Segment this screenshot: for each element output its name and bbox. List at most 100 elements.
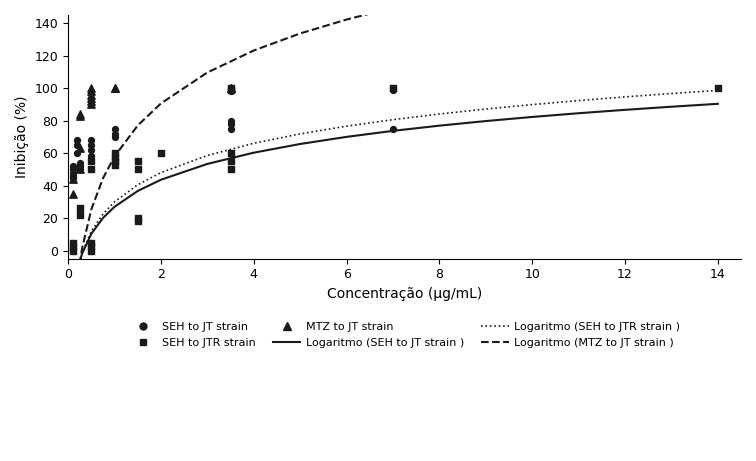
- Legend: SEH to JT strain, SEH to JTR strain, MTZ to JT strain, Logaritmo (SEH to JT stra: SEH to JT strain, SEH to JTR strain, MTZ…: [125, 318, 685, 352]
- SEH to JTR strain: [85, 158, 98, 165]
- Logaritmo (MTZ to JT strain ): [249, 48, 259, 53]
- SEH to JTR strain: [67, 244, 79, 251]
- SEH to JT strain: [109, 130, 121, 137]
- Logaritmo (MTZ to JT strain ): [296, 31, 305, 36]
- SEH to JTR strain: [109, 154, 121, 162]
- SEH to JT strain: [225, 125, 237, 132]
- MTZ to JT strain: [73, 111, 85, 118]
- SEH to JTR strain: [225, 86, 237, 94]
- SEH to JT strain: [67, 162, 79, 170]
- MTZ to JT strain: [109, 84, 121, 92]
- Logaritmo (SEH to JT strain ): [667, 104, 676, 109]
- SEH to JT strain: [67, 165, 79, 173]
- MTZ to JT strain: [73, 112, 85, 119]
- Logaritmo (SEH to JTR strain ): [713, 88, 722, 93]
- SEH to JT strain: [85, 153, 98, 160]
- SEH to JT strain: [85, 136, 98, 144]
- Logaritmo (MTZ to JT strain ): [133, 123, 142, 128]
- Logaritmo (SEH to JT strain ): [156, 177, 166, 183]
- SEH to JTR strain: [67, 247, 79, 254]
- Logaritmo (SEH to JTR strain ): [73, 267, 82, 272]
- SEH to JT strain: [67, 169, 79, 176]
- SEH to JTR strain: [67, 239, 79, 246]
- Logaritmo (SEH to JT strain ): [621, 107, 630, 112]
- SEH to JT strain: [109, 133, 121, 141]
- MTZ to JT strain: [225, 84, 237, 92]
- SEH to JTR strain: [225, 158, 237, 165]
- Logaritmo (SEH to JTR strain ): [203, 153, 212, 158]
- SEH to JTR strain: [85, 239, 98, 246]
- SEH to JTR strain: [109, 149, 121, 157]
- SEH to JTR strain: [132, 218, 144, 225]
- Logaritmo (SEH to JTR strain ): [249, 141, 259, 146]
- SEH to JT strain: [73, 162, 85, 170]
- SEH to JTR strain: [387, 84, 399, 92]
- SEH to JT strain: [85, 142, 98, 149]
- MTZ to JT strain: [73, 165, 85, 173]
- SEH to JT strain: [85, 146, 98, 154]
- MTZ to JT strain: [67, 176, 79, 183]
- Logaritmo (SEH to JTR strain ): [342, 124, 351, 129]
- Logaritmo (SEH to JT strain ): [66, 321, 75, 326]
- SEH to JT strain: [73, 165, 85, 173]
- SEH to JTR strain: [132, 214, 144, 222]
- Logaritmo (SEH to JT strain ): [133, 188, 142, 194]
- MTZ to JT strain: [109, 84, 121, 92]
- MTZ to JT strain: [73, 145, 85, 152]
- SEH to JTR strain: [132, 165, 144, 173]
- Logaritmo (SEH to JTR strain ): [110, 199, 119, 205]
- Logaritmo (SEH to JTR strain ): [156, 170, 166, 175]
- SEH to JT strain: [67, 172, 79, 180]
- Logaritmo (SEH to JT strain ): [528, 114, 537, 120]
- Logaritmo (SEH to JTR strain ): [621, 94, 630, 100]
- Logaritmo (MTZ to JT strain ): [87, 207, 96, 212]
- SEH to JT strain: [71, 142, 83, 149]
- SEH to JTR strain: [73, 205, 85, 212]
- Logaritmo (MTZ to JT strain ): [73, 277, 82, 282]
- Line: Logaritmo (SEH to JTR strain ): Logaritmo (SEH to JTR strain ): [70, 90, 717, 328]
- Logaritmo (MTZ to JT strain ): [66, 383, 75, 388]
- SEH to JTR strain: [73, 211, 85, 219]
- Logaritmo (SEH to JT strain ): [435, 123, 444, 129]
- SEH to JT strain: [71, 149, 83, 157]
- SEH to JT strain: [225, 88, 237, 95]
- Line: Logaritmo (SEH to JT strain ): Logaritmo (SEH to JT strain ): [70, 104, 717, 324]
- X-axis label: Concentração (µg/mL): Concentração (µg/mL): [327, 287, 482, 301]
- SEH to JTR strain: [109, 158, 121, 165]
- Logaritmo (SEH to JTR strain ): [98, 211, 107, 217]
- SEH to JTR strain: [711, 84, 723, 92]
- Logaritmo (SEH to JT strain ): [78, 251, 87, 256]
- MTZ to JT strain: [85, 84, 98, 92]
- Logaritmo (SEH to JTR strain ): [667, 91, 676, 96]
- Logaritmo (MTZ to JT strain ): [68, 330, 77, 335]
- Logaritmo (SEH to JTR strain ): [133, 182, 142, 188]
- MTZ to JT strain: [85, 97, 98, 105]
- Logaritmo (SEH to JT strain ): [249, 150, 259, 155]
- Logaritmo (SEH to JT strain ): [98, 215, 107, 221]
- MTZ to JT strain: [85, 100, 98, 108]
- SEH to JTR strain: [155, 149, 167, 157]
- SEH to JTR strain: [132, 158, 144, 165]
- MTZ to JT strain: [67, 190, 79, 197]
- SEH to JT strain: [71, 136, 83, 144]
- SEH to JTR strain: [225, 149, 237, 157]
- Logaritmo (SEH to JTR strain ): [68, 296, 77, 302]
- Logaritmo (MTZ to JT strain ): [156, 100, 166, 106]
- Logaritmo (SEH to JT strain ): [203, 161, 212, 167]
- SEH to JT strain: [387, 84, 399, 92]
- MTZ to JT strain: [85, 91, 98, 98]
- SEH to JT strain: [225, 117, 237, 124]
- SEH to JT strain: [109, 125, 121, 132]
- SEH to JTR strain: [225, 84, 237, 92]
- Line: Logaritmo (MTZ to JT strain ): Logaritmo (MTZ to JT strain ): [70, 0, 717, 385]
- SEH to JTR strain: [85, 242, 98, 249]
- SEH to JT strain: [73, 159, 85, 166]
- Logaritmo (SEH to JT strain ): [713, 101, 722, 106]
- SEH to JT strain: [225, 84, 237, 92]
- Logaritmo (SEH to JTR strain ): [87, 228, 96, 234]
- SEH to JT strain: [225, 120, 237, 128]
- Logaritmo (SEH to JT strain ): [296, 141, 305, 147]
- MTZ to JT strain: [85, 88, 98, 95]
- Logaritmo (SEH to JTR strain ): [66, 325, 75, 331]
- SEH to JT strain: [67, 174, 79, 181]
